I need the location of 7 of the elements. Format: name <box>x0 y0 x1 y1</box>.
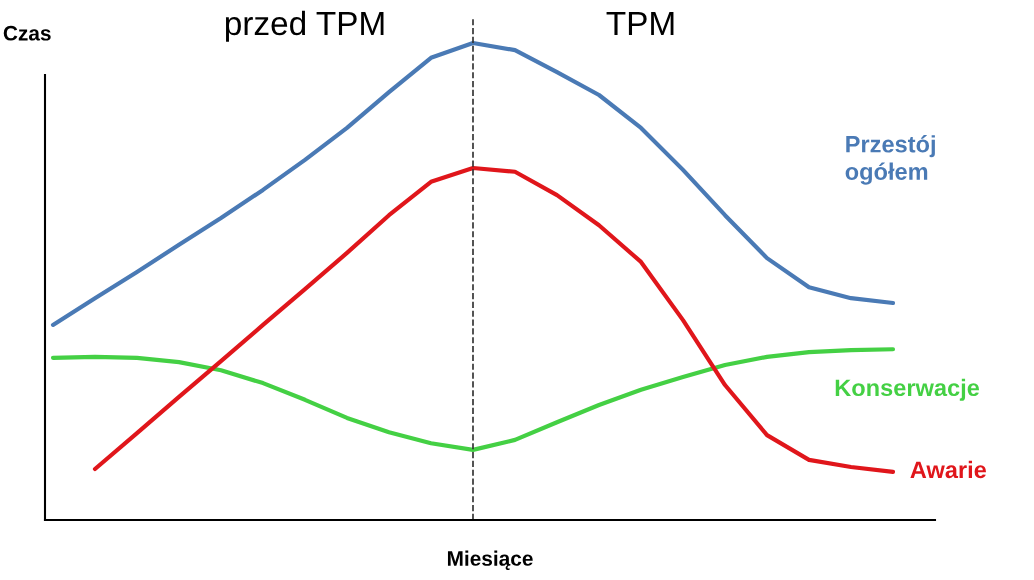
x-axis-title: Miesiące <box>447 550 533 570</box>
series-label: Konserwacje <box>835 378 980 401</box>
text: TPM <box>606 11 674 35</box>
text: przed TPM <box>225 10 384 42</box>
y-axis-title: Czas <box>3 25 51 41</box>
text: Przestój ogółem <box>845 135 935 185</box>
series-label: Awarie <box>910 460 987 479</box>
